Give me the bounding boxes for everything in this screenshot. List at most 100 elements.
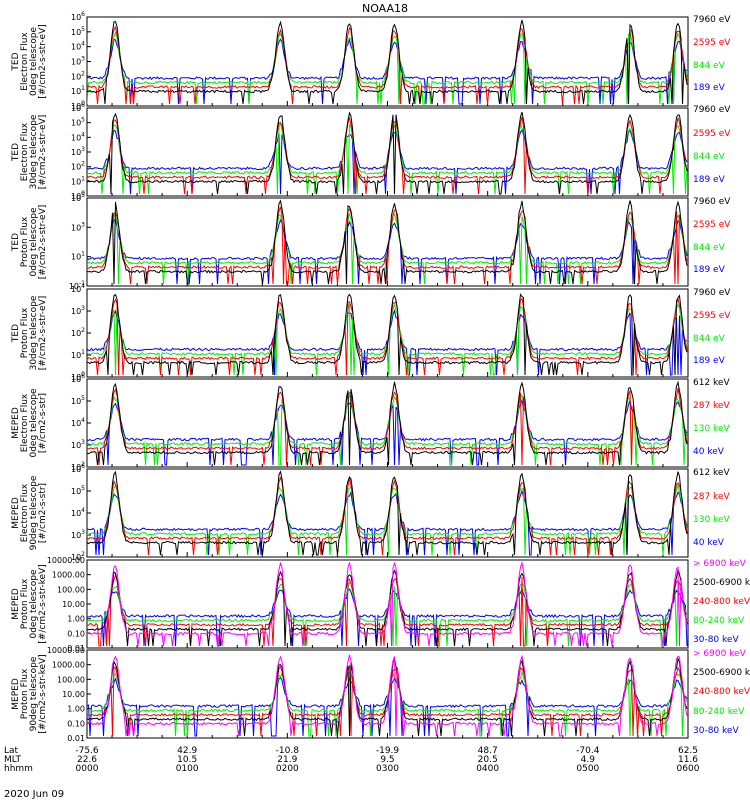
y-axis-label-line: 90deg telescope [29,656,39,731]
legend-entry: 80-240 keV [693,616,745,626]
y-axis-label-line: [#/cm2-s-str-keV] [38,654,48,733]
orbit-tick-lat: 42.9 [177,746,197,756]
series-trace-612-kev [87,470,688,556]
series-trace-7960-ev [87,111,688,195]
legend-entry: 189 eV [693,175,726,185]
series-trace-2595-ev [87,297,688,376]
y-tick-label: 101 [71,175,85,186]
y-axis-label-line: Proton Flux [20,216,30,267]
y-axis-label-line: MEPED [11,407,21,439]
legend-entry: 189 eV [693,265,726,275]
y-tick-label: 104 [71,131,85,142]
y-tick-label: 105 [71,117,85,128]
y-tick-label: 102 [71,70,85,81]
orbit-tick-mlt: 4.9 [581,755,596,765]
trace-group [87,19,688,105]
y-axis-label-line: MEPED [11,588,21,620]
y-tick-label: 102 [71,327,85,338]
series-trace-189-ev [87,308,688,376]
y-axis-label-line: 0deg telescope [29,27,39,97]
y-tick-label: 1.00 [67,615,85,624]
orbit-tick-mlt: 22.6 [77,755,97,765]
orbit-tick-lat: -19.9 [376,746,400,756]
legend-entry: > 6900 keV [693,559,747,569]
y-tick-label: 105 [71,192,85,203]
legend-entry: > 6900 keV [693,649,747,659]
y-axis-label-line: [#/cm2-s-str] [38,393,48,453]
y-tick-label: 101 [71,85,85,96]
y-axis-label-line: TED [11,324,21,343]
y-axis-label-line: Proton Flux [20,578,30,629]
orbit-tick-mlt: 20.5 [478,755,498,765]
y-axis-label-line: Proton Flux [20,307,30,358]
trace-group [87,560,688,647]
legend-entry: 2595 eV [693,129,731,139]
orbit-tick-mlt: 10.5 [177,755,197,765]
series-trace--6900-kev [87,560,688,647]
trace-group [87,380,688,466]
panel-4: 100 101 102 103 104 TED Proton Flux 30deg teles… [11,283,731,382]
y-tick-label: 10000.00 [47,646,85,655]
y-axis-label-line: 30deg telescope [29,295,39,370]
panel-7: 0.01 0.10 1.00 10.00 100.00 1000.00 10000.00 ME… [11,556,750,653]
legend-entry: 2595 eV [693,220,731,230]
y-tick-label: 1000.00 [52,571,85,580]
series-trace--6900-kev [87,654,688,737]
panel-6: 102 103 104 105 106 MEPED Electron Flux 90deg t… [11,463,730,562]
y-tick-label: 103 [71,529,85,540]
y-axis-label-line: [#/cm2-s-str-eV] [38,296,48,371]
orbit-tick-hhmm: 0300 [376,764,399,774]
legend-entry: 189 eV [693,83,726,93]
y-tick-label: 106 [71,373,85,384]
orbit-row-label: Lat [4,746,19,756]
y-tick-label: 101 [71,251,85,262]
y-tick-label: 0.01 [67,734,85,743]
y-tick-label: 100.00 [57,585,85,594]
panel-8: 0.01 0.10 1.00 10.00 100.00 1000.00 10000.00 ME… [11,646,750,743]
y-axis-label-line: Electron Flux [20,393,30,452]
figure-title: NOAA18 [362,2,408,15]
series-trace-2595-ev [87,206,688,285]
panels: 100 101 102 103 104 105 106 TED Electron Flux 0de… [11,11,750,743]
y-tick-label: 1.00 [67,705,85,714]
y-tick-label: 10000.00 [47,556,85,565]
orbit-tick-hhmm: 0200 [276,764,299,774]
panel-frame [86,559,689,649]
legend-entry: 287 keV [693,401,730,411]
y-tick-label: 103 [71,56,85,67]
legend-entry: 30-80 keV [693,635,739,645]
y-axis-label-line: Electron Flux [20,483,30,542]
legend-entry: 844 eV [693,334,726,344]
y-axis-label-line: [#/cm2-s-str-keV] [38,564,48,643]
orbit-tick-lat: -75.6 [75,746,99,756]
y-tick-label: 10.00 [62,600,85,609]
orbit-tick-hhmm: 0100 [176,764,199,774]
orbit-row-label: hhmm [4,764,33,774]
y-tick-label: 105 [71,395,85,406]
y-axis-label-line: 30deg telescope [29,114,39,189]
series-trace-2595-ev [87,25,688,105]
y-tick-label: 1000.00 [52,661,85,670]
y-tick-label: 102 [71,161,85,172]
legend-entry: 2500-6900 keV [693,668,750,678]
orbit-tick-lat: 62.5 [678,746,698,756]
y-tick-label: 0.01 [67,644,85,653]
y-tick-label: 104 [71,417,85,428]
trace-group [87,654,688,737]
series-trace-189-ev [87,218,688,285]
orbit-tick-mlt: 11.6 [678,755,698,765]
legend-entry: 80-240 keV [693,707,745,717]
panel-frame [86,107,689,197]
y-tick-label: 103 [71,146,85,157]
trace-group [87,293,688,376]
y-tick-label: 100 [71,100,85,111]
series-trace-40-kev [87,398,688,466]
legend-entry: 130 keV [693,515,730,525]
y-tick-label: 104 [71,41,85,52]
legend-entry: 189 eV [693,356,726,366]
series-trace-2500-6900-kev [87,569,688,647]
y-tick-label: 100 [71,371,85,382]
panel-2: 100 101 102 103 104 105 106 TED Electron Flux 30d… [11,102,731,201]
